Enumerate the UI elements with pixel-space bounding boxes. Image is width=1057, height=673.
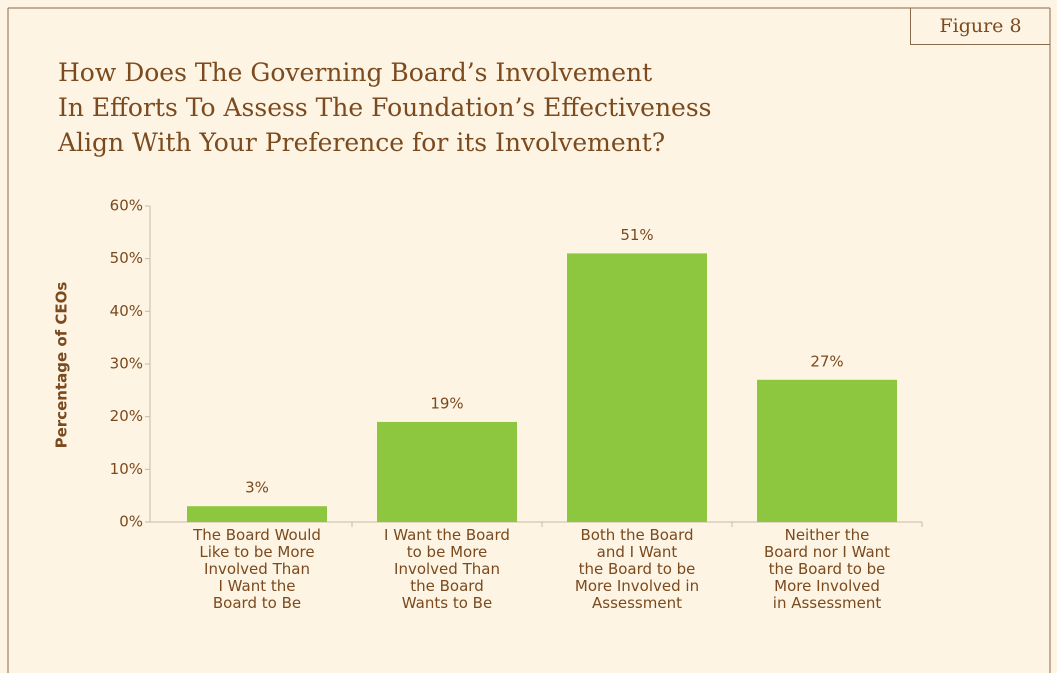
y-axis-label: Percentage of CEOs xyxy=(53,282,71,449)
x-tick-label: I Want the Board to be More Involved Tha… xyxy=(384,526,510,612)
bar xyxy=(377,421,517,522)
bar xyxy=(187,506,327,522)
y-tick-label: 0% xyxy=(119,513,143,531)
value-label: 27% xyxy=(810,352,843,370)
x-tick-label: The Board Would Like to be More Involved… xyxy=(193,526,321,612)
bar xyxy=(567,253,707,522)
bar xyxy=(757,379,897,522)
y-tick-label: 20% xyxy=(110,407,143,425)
x-tick-label: Both the Board and I Want the Board to b… xyxy=(574,526,700,612)
y-tick-label: 60% xyxy=(110,197,143,215)
y-tick-label: 10% xyxy=(110,460,143,478)
x-tick-label: Neither the Board nor I Want the Board t… xyxy=(763,526,891,612)
y-tick-label: 50% xyxy=(110,249,143,267)
y-tick-label: 30% xyxy=(110,355,143,373)
value-label: 51% xyxy=(620,226,653,244)
figure-label: Figure 8 xyxy=(910,8,1050,45)
value-label: 19% xyxy=(430,394,463,412)
chart-title: How Does The Governing Board’s Involveme… xyxy=(58,58,712,157)
value-label: 3% xyxy=(245,479,269,497)
y-tick-label: 40% xyxy=(110,302,143,320)
